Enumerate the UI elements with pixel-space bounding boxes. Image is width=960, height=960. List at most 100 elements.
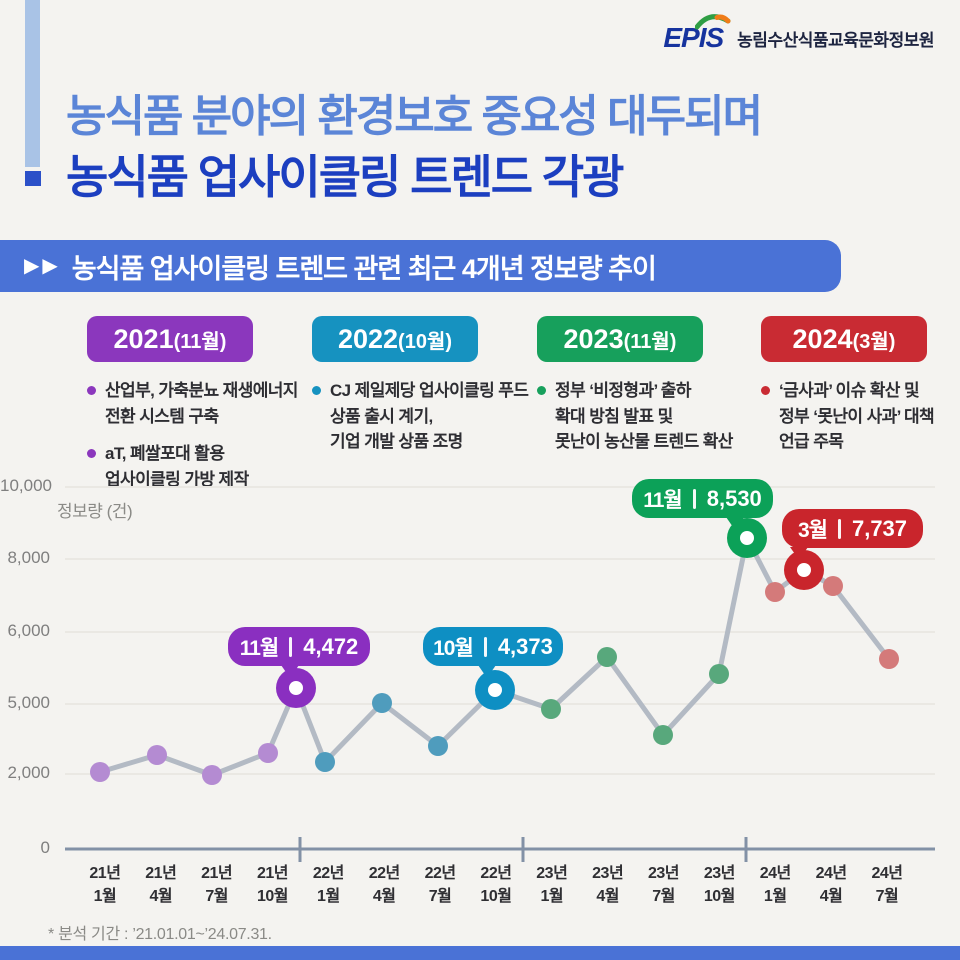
year-pill-2023: 2023 (11월): [537, 316, 703, 362]
bullet-dot: [87, 449, 96, 458]
bottom-accent-strip: [0, 946, 960, 960]
bullet-text: aT, 폐쌀포대 활용 업사이클링 가방 제작: [105, 444, 249, 489]
bullet-item: CJ 제일제당 업사이클링 푸드 상품 출시 계기, 기업 개발 상품 조명: [309, 378, 534, 455]
bullet-text: ‘금사과’ 이슈 확산 및 정부 ‘못난이 사과’ 대책 언급 주목: [779, 381, 935, 451]
callout-divider: [837, 518, 841, 539]
bullet-item: ‘금사과’ 이슈 확산 및 정부 ‘못난이 사과’ 대책 언급 주목: [758, 378, 960, 455]
x-tick-label: 22년 7월: [424, 865, 457, 906]
year-pill-month: (11월): [173, 330, 227, 353]
data-point: [541, 699, 561, 719]
bullet-item: aT, 폐쌀포대 활용 업사이클링 가방 제작: [84, 441, 309, 492]
highlight-ring-center: [740, 531, 754, 545]
section-banner: ▶ ▶ 농식품 업사이클링 트렌드 관련 최근 4개년 정보량 추이: [0, 240, 841, 292]
x-tick-label: 23년 4월: [592, 865, 624, 906]
x-tick-label: 24년 7월: [871, 865, 903, 906]
callout-value: 8,530: [706, 485, 762, 511]
bullet-text: 정부 ‘비정형과’ 출하 확대 방침 발표 및 못난이 농산물 트렌드 확산: [555, 381, 733, 451]
callout-bubble: 11월 4,472: [228, 627, 370, 678]
data-point: [879, 649, 899, 669]
year-pill-year: 2024: [792, 323, 853, 354]
epis-logo-text: EPIS: [663, 22, 724, 53]
data-point: [428, 736, 448, 756]
y-tick-label: 10,000: [0, 476, 52, 495]
x-tick-label: 21년 1월: [89, 865, 121, 906]
callout-month: 11월: [643, 488, 683, 512]
epis-swoosh-icon: [695, 14, 731, 30]
callout-value: 4,373: [497, 633, 553, 659]
highlight-ring-center: [488, 683, 502, 697]
data-point: [765, 582, 785, 602]
year-pill-2021: 2021 (11월): [87, 316, 253, 362]
data-point: [597, 647, 617, 667]
data-point: [372, 693, 392, 713]
x-tick-label: 22년 1월: [312, 865, 345, 906]
y-tick-label: 6,000: [7, 621, 50, 640]
y-tick-label: 8,000: [7, 548, 50, 567]
header-logo-row: EPIS 농림수산식품교육문화정보원: [663, 14, 934, 54]
data-point: [258, 743, 278, 763]
data-point: [315, 752, 335, 772]
callout-tail: [281, 665, 299, 678]
callout-divider: [483, 636, 487, 657]
x-tick-label: 22년 10월: [480, 865, 512, 906]
year-pill-month: (3월): [852, 330, 896, 353]
title-accent-bar: [25, 0, 40, 167]
x-tick-label: 23년 7월: [648, 865, 680, 906]
year-column-2021: 2021 (11월) 산업부, 가축분뇨 재생에너지 전환 시스템 구축 aT,…: [84, 316, 309, 504]
data-point: [709, 664, 729, 684]
data-point: [653, 725, 673, 745]
data-point: [202, 765, 222, 785]
org-name: 농림수산식품교육문화정보원: [737, 30, 934, 50]
x-tick-label: 24년 4월: [815, 865, 848, 906]
callout-bubble: 11월 8,530: [632, 479, 773, 530]
bullet-item: 정부 ‘비정형과’ 출하 확대 방침 발표 및 못난이 농산물 트렌드 확산: [534, 378, 759, 455]
callout-bubble: 10월 4,373: [423, 627, 563, 678]
data-point: [823, 576, 843, 596]
section-banner-title: 농식품 업사이클링 트렌드 관련 최근 4개년 정보량 추이: [71, 253, 657, 284]
year-pill-month: (11월): [623, 330, 677, 353]
bullet-dot: [761, 386, 770, 395]
callout-tail: [478, 665, 496, 678]
y-tick-label: 0: [40, 838, 50, 857]
play-icon: ▶: [42, 255, 58, 277]
x-tick-label: 22년 4월: [368, 865, 401, 906]
highlight-ring-center: [289, 681, 303, 695]
bullet-text: CJ 제일제당 업사이클링 푸드 상품 출시 계기, 기업 개발 상품 조명: [330, 381, 529, 451]
callout-tail: [790, 547, 808, 560]
y-tick-label: 5,000: [7, 693, 50, 712]
callout-month: 11월: [239, 636, 280, 660]
callout-month: 10월: [433, 636, 474, 660]
x-tick-label: 21년 10월: [256, 865, 289, 906]
year-column-2024: 2024 (3월) ‘금사과’ 이슈 확산 및 정부 ‘못난이 사과’ 대책 언…: [758, 316, 960, 467]
year-pill-year: 2021: [113, 323, 174, 354]
year-pill-year: 2023: [563, 323, 624, 354]
y-tick-label: 2,000: [7, 763, 50, 782]
data-point: [147, 745, 167, 765]
callout-value: 7,737: [851, 515, 908, 541]
bullet-dot: [312, 386, 321, 395]
x-tick-label: 21년 4월: [145, 865, 177, 906]
callout-divider: [692, 488, 696, 509]
year-pill-year: 2022: [337, 323, 399, 354]
year-pill-month: (10월): [398, 330, 453, 353]
x-tick-label: 21년 7월: [201, 865, 233, 906]
bullet-dot: [537, 386, 546, 395]
play-icon: ▶: [24, 255, 40, 277]
year-pill-2024: 2024 (3월): [761, 316, 927, 362]
x-tick-label: 24년 1월: [759, 865, 792, 906]
year-column-2023: 2023 (11월) 정부 ‘비정형과’ 출하 확대 방침 발표 및 못난이 농…: [534, 316, 759, 467]
callout-month: 3월: [797, 518, 828, 542]
callout-bubble: 3월 7,737: [782, 509, 923, 560]
year-pill-2022: 2022 (10월): [312, 316, 478, 362]
x-tick-label: 23년 10월: [703, 865, 736, 906]
bullet-text: 산업부, 가축분뇨 재생에너지 전환 시스템 구축: [105, 381, 298, 426]
analysis-period-note: * 분석 기간 : ’21.01.01~’24.07.31.: [48, 926, 272, 943]
title-accent-dot: [25, 171, 41, 186]
callout-divider: [289, 636, 293, 657]
highlight-ring-center: [797, 563, 811, 577]
epis-logo: EPIS: [663, 14, 731, 54]
callout-tail: [726, 517, 744, 530]
x-axis-labels: 21년 1월 21년 4월 21년 7월 21년 10월 22년 1월 22년 4월 22년…: [77, 862, 915, 908]
